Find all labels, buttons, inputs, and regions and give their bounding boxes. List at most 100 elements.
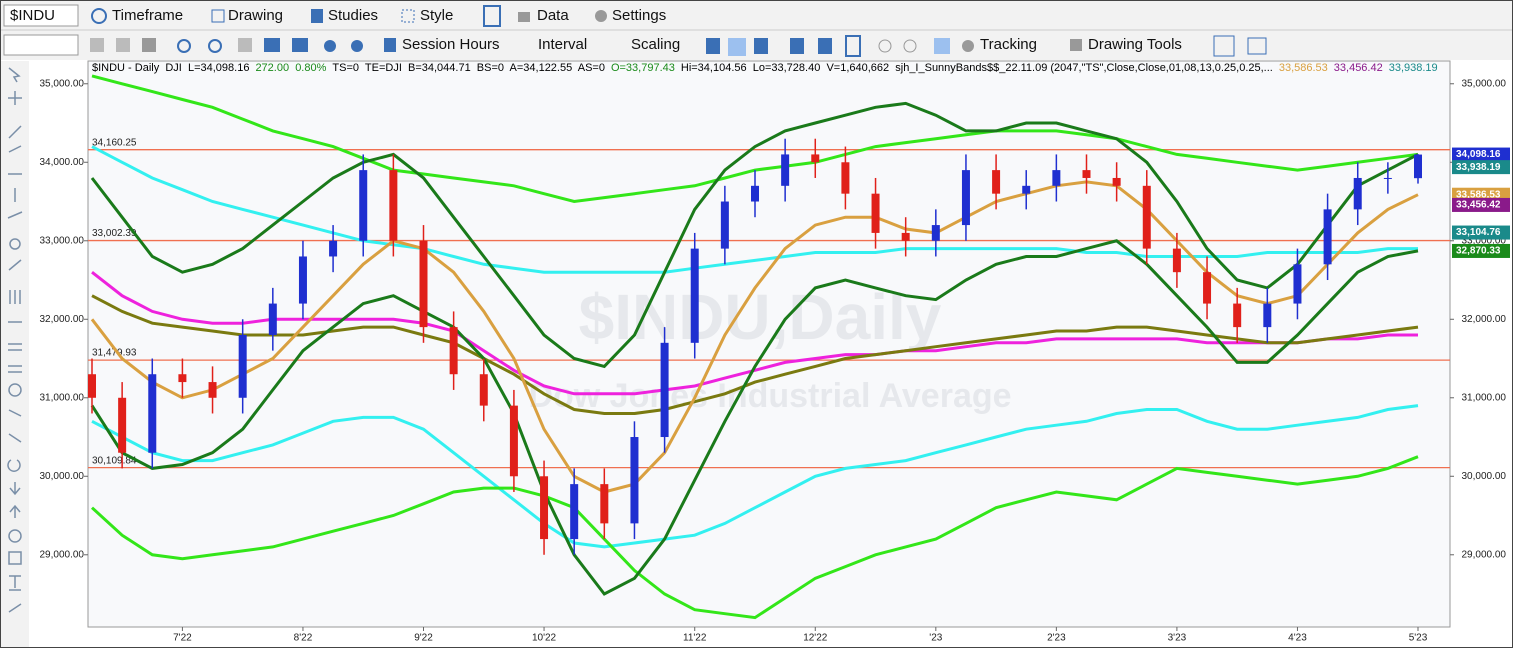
header-segment: $INDU - Daily DJI L=34,098.16 [92, 62, 249, 74]
candle-body [600, 484, 609, 524]
band-line [91, 145, 1418, 274]
data-menu[interactable]: Data [537, 7, 569, 24]
y-tick-label-left: 30,000.00 [40, 471, 85, 482]
y-tick-label-left: 32,000.00 [40, 314, 85, 325]
candle-body [238, 334, 247, 398]
x-tick-label: 12'22 [803, 633, 828, 644]
candle-body [961, 170, 970, 226]
band-line [91, 271, 1418, 396]
last-value-label: 33,456.42 [1456, 200, 1501, 211]
candle-body [178, 374, 187, 383]
timeframe-menu[interactable]: Timeframe [112, 7, 183, 24]
band-line [90, 239, 1419, 596]
candle-body [449, 327, 458, 375]
header-segment: TS=0 TE=DJI B=34,044.71 BS=0 A=34,122.55… [332, 62, 605, 74]
band-line [90, 101, 1419, 369]
candle-body [1353, 177, 1362, 210]
candle-body [1263, 303, 1272, 328]
level-label: 31,479.93 [92, 348, 137, 359]
y-tick-label-left: 35,000.00 [40, 78, 85, 89]
candle-body [1414, 154, 1422, 179]
last-value-label: 32,870.33 [1456, 246, 1501, 257]
drawing-tools-menu[interactable]: Drawing Tools [1088, 36, 1182, 53]
scaling-menu[interactable]: Scaling [631, 36, 680, 53]
candle-body [329, 240, 338, 257]
last-value-label: 33,586.53 [1456, 189, 1501, 200]
y-tick-label: 29,000.00 [1462, 549, 1507, 560]
header-segment: 272.00 0.80% [255, 62, 326, 74]
x-tick-label: 5'23 [1409, 633, 1428, 644]
candle-body [359, 170, 368, 241]
candle-body [1383, 177, 1392, 179]
candle-body [509, 405, 518, 477]
candle-body [540, 476, 549, 540]
x-tick-label: 3'23 [1168, 633, 1187, 644]
chart-header: $INDU - Daily DJI L=34,098.16 272.00 0.80… [92, 62, 1438, 74]
candle-body [660, 342, 669, 438]
candle-body [1142, 185, 1151, 249]
studies-menu[interactable]: Studies [328, 7, 378, 24]
candle-body [690, 248, 699, 343]
last-value-label: 33,104.76 [1456, 227, 1501, 238]
drawing-menu[interactable]: Drawing [228, 7, 283, 24]
watermark-name: Dow Jones Industrial Average [528, 377, 1011, 415]
candle-body [1172, 248, 1181, 273]
candle-body [118, 397, 127, 453]
band-line [90, 180, 1419, 494]
x-tick-label: 11'22 [683, 633, 707, 644]
band-line [90, 455, 1419, 620]
symbol-field[interactable]: $INDU [10, 7, 55, 24]
candle-body [570, 484, 579, 540]
candle-body [1323, 209, 1332, 265]
candle-body [208, 382, 217, 398]
candle-body [1203, 272, 1212, 304]
tracking-menu[interactable]: Tracking [980, 36, 1037, 53]
header-segment: 33,938.19 [1389, 62, 1438, 74]
candle-body [931, 225, 940, 241]
price-axis [1450, 61, 1512, 627]
y-tick-label-left: 34,000.00 [40, 157, 85, 168]
candle-body [871, 193, 880, 233]
settings-menu[interactable]: Settings [612, 7, 666, 24]
candle-body [88, 374, 96, 398]
last-value-label: 33,938.19 [1456, 162, 1501, 173]
y-tick-label-left: 33,000.00 [40, 235, 85, 246]
last-value-box [1452, 243, 1510, 258]
candle-body [751, 185, 759, 202]
header-segment: 33,586.53 [1279, 62, 1328, 74]
candle-body [1052, 170, 1061, 186]
session-hours-menu[interactable]: Session Hours [402, 36, 500, 53]
candle-body [419, 240, 428, 328]
symbol-box[interactable] [3, 4, 79, 27]
y-tick-label: 35,000.00 [1462, 78, 1507, 89]
candle-body [298, 256, 307, 304]
candle-body [781, 154, 790, 186]
last-value-box [1452, 197, 1510, 212]
x-tick-label: 7'22 [173, 633, 192, 644]
style-menu[interactable]: Style [420, 7, 453, 24]
toolbar-icons [90, 5, 1267, 57]
band-line [91, 294, 1419, 415]
candle-body [630, 437, 639, 524]
x-tick-label: 10'22 [532, 633, 557, 644]
x-tick-label: '23 [929, 633, 942, 644]
candle-body [720, 201, 729, 249]
watermark-symbol: $INDU,Daily [579, 281, 942, 353]
y-tick-label-left: 31,000.00 [40, 392, 85, 403]
y-tick-label: 31,000.00 [1462, 392, 1507, 403]
candle-body [148, 374, 157, 453]
y-tick-label-left: 29,000.00 [40, 549, 85, 560]
input-box[interactable] [3, 34, 79, 56]
left-tool-icons [7, 67, 23, 613]
last-value-box [1452, 225, 1510, 240]
candle-body [841, 162, 850, 194]
candle-body [479, 374, 488, 406]
candle-body [1112, 177, 1121, 186]
level-label: 30,109.84 [92, 455, 137, 466]
y-tick-label: 33,000.00 [1462, 235, 1507, 246]
level-label: 33,002.39 [92, 228, 137, 239]
y-tick-label: 30,000.00 [1462, 471, 1507, 482]
interval-menu[interactable]: Interval [538, 36, 587, 53]
header-segment: Hi=34,104.56 Lo=33,728.40 V=1,640,662 sj… [681, 62, 1273, 74]
